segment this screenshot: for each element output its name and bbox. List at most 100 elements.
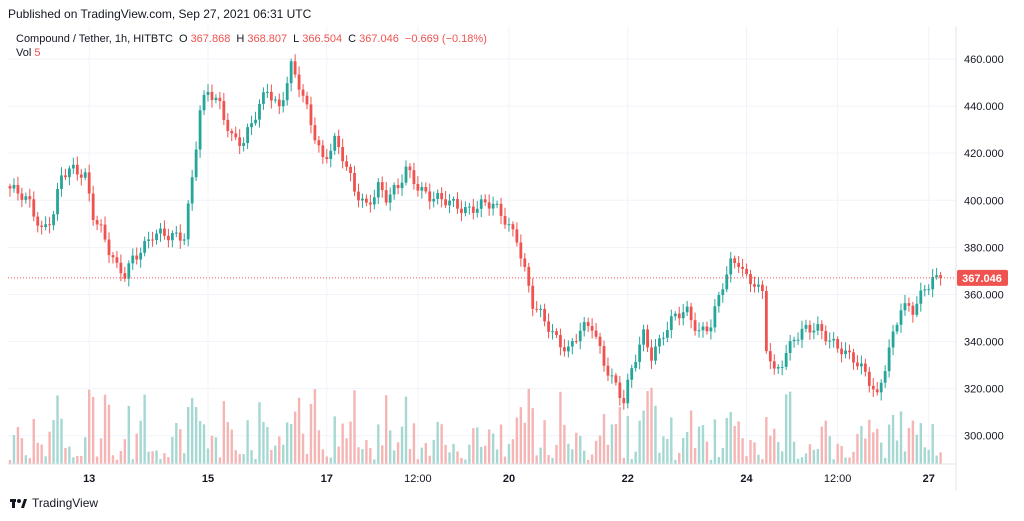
candle-body: [741, 266, 744, 269]
candle-body: [103, 224, 107, 240]
volume-bar: [408, 449, 412, 464]
candle-body: [36, 216, 40, 226]
candle-body: [32, 199, 36, 217]
volume-bar: [293, 411, 297, 464]
volume-bar: [456, 451, 459, 464]
volume-bar: [919, 423, 922, 464]
candle-body: [190, 177, 194, 204]
time-tick-label: 24: [740, 473, 753, 485]
volume-bar: [709, 459, 713, 464]
candle-body: [71, 164, 75, 169]
candle-body: [907, 303, 911, 306]
price-tick-label: 380.000: [964, 242, 1004, 254]
candle-body: [764, 291, 768, 352]
volume-bar: [127, 405, 130, 464]
volume-bar: [876, 428, 879, 464]
candle-body: [115, 257, 119, 263]
candle-body: [464, 207, 467, 214]
candle-body: [99, 224, 103, 226]
volume-bar: [321, 449, 325, 464]
candle-body: [828, 340, 832, 342]
volume-bar: [555, 444, 558, 464]
volume-bar: [725, 417, 728, 464]
price-tick-label: 340.000: [964, 337, 1004, 349]
volume-bar: [60, 418, 63, 464]
volume-bar: [282, 444, 285, 464]
candle-body: [376, 182, 380, 198]
candle-body: [40, 225, 44, 228]
volume-bar: [737, 421, 740, 464]
volume-bar: [258, 402, 261, 464]
last-price-badge: [957, 269, 1008, 286]
chart-area[interactable]: 367.046 460.000 440.000 420.000 400.000 380.…: [8, 26, 1008, 490]
volume-bar: [238, 454, 241, 464]
candle-body: [222, 101, 226, 120]
candle-body: [226, 119, 230, 131]
volume-bar: [824, 420, 827, 464]
candle-body: [448, 200, 451, 206]
volume-bar: [804, 453, 808, 464]
volume-bar: [935, 455, 938, 464]
volume-bar: [64, 448, 67, 464]
volume-bar: [190, 397, 194, 464]
volume-bar: [143, 394, 146, 464]
candle-body: [927, 289, 931, 291]
volume-bar: [594, 440, 598, 464]
candle-body: [119, 262, 123, 274]
volume-bar: [705, 441, 709, 464]
candle-body: [820, 324, 824, 331]
time-tick-label: 22: [622, 473, 634, 485]
tradingview-brand[interactable]: TradingView: [10, 496, 98, 510]
volume-bar: [907, 427, 911, 464]
candle-body: [392, 185, 396, 195]
volume-bar: [666, 438, 669, 464]
volume-bar: [440, 424, 443, 464]
candle-body: [875, 389, 879, 393]
candle-body: [91, 193, 95, 221]
volume-bar: [107, 404, 111, 464]
candle-body: [590, 326, 594, 331]
candle-body: [749, 274, 752, 285]
candle-body: [151, 239, 154, 241]
candle-body: [681, 312, 685, 319]
candle-body: [341, 147, 345, 162]
candle-body: [939, 275, 942, 278]
volume-bar: [72, 457, 75, 464]
volume-bar: [131, 459, 134, 464]
candle-body: [784, 353, 788, 367]
volume-bar: [36, 442, 39, 464]
candle-body: [883, 371, 887, 383]
volume-bar: [135, 433, 138, 464]
volume-bar: [278, 436, 281, 464]
candlestick-chart[interactable]: 367.046 460.000 440.000 420.000 400.000 380.…: [8, 26, 1008, 490]
volume-bar: [448, 452, 451, 464]
volume-bar: [20, 438, 24, 464]
candle-body: [658, 338, 661, 347]
candle-body: [281, 100, 285, 107]
volume-bar: [167, 457, 170, 464]
candle-body: [622, 398, 626, 404]
candle-body: [745, 268, 748, 275]
volume-bar: [230, 429, 233, 464]
volume-bar: [895, 440, 899, 464]
volume-bar: [392, 450, 396, 464]
price-tick-label: 400.000: [964, 195, 1004, 207]
volume-bar: [773, 428, 776, 464]
candle-body: [808, 324, 812, 333]
candle-body: [812, 330, 816, 333]
candle-body: [491, 203, 495, 209]
volume-bar: [618, 407, 622, 464]
volume-bar: [468, 444, 471, 464]
volume-bar: [630, 459, 633, 464]
candle-body: [432, 198, 436, 202]
candle-body: [28, 196, 32, 200]
volume-bar: [436, 421, 439, 464]
candle-body: [262, 92, 265, 104]
volume-bar: [206, 448, 210, 464]
candle-body: [495, 203, 499, 205]
candle-body: [586, 322, 590, 327]
candle-body: [677, 313, 681, 319]
volume-bar: [183, 453, 186, 464]
candle-body: [523, 258, 527, 268]
volume-bar: [729, 411, 732, 464]
